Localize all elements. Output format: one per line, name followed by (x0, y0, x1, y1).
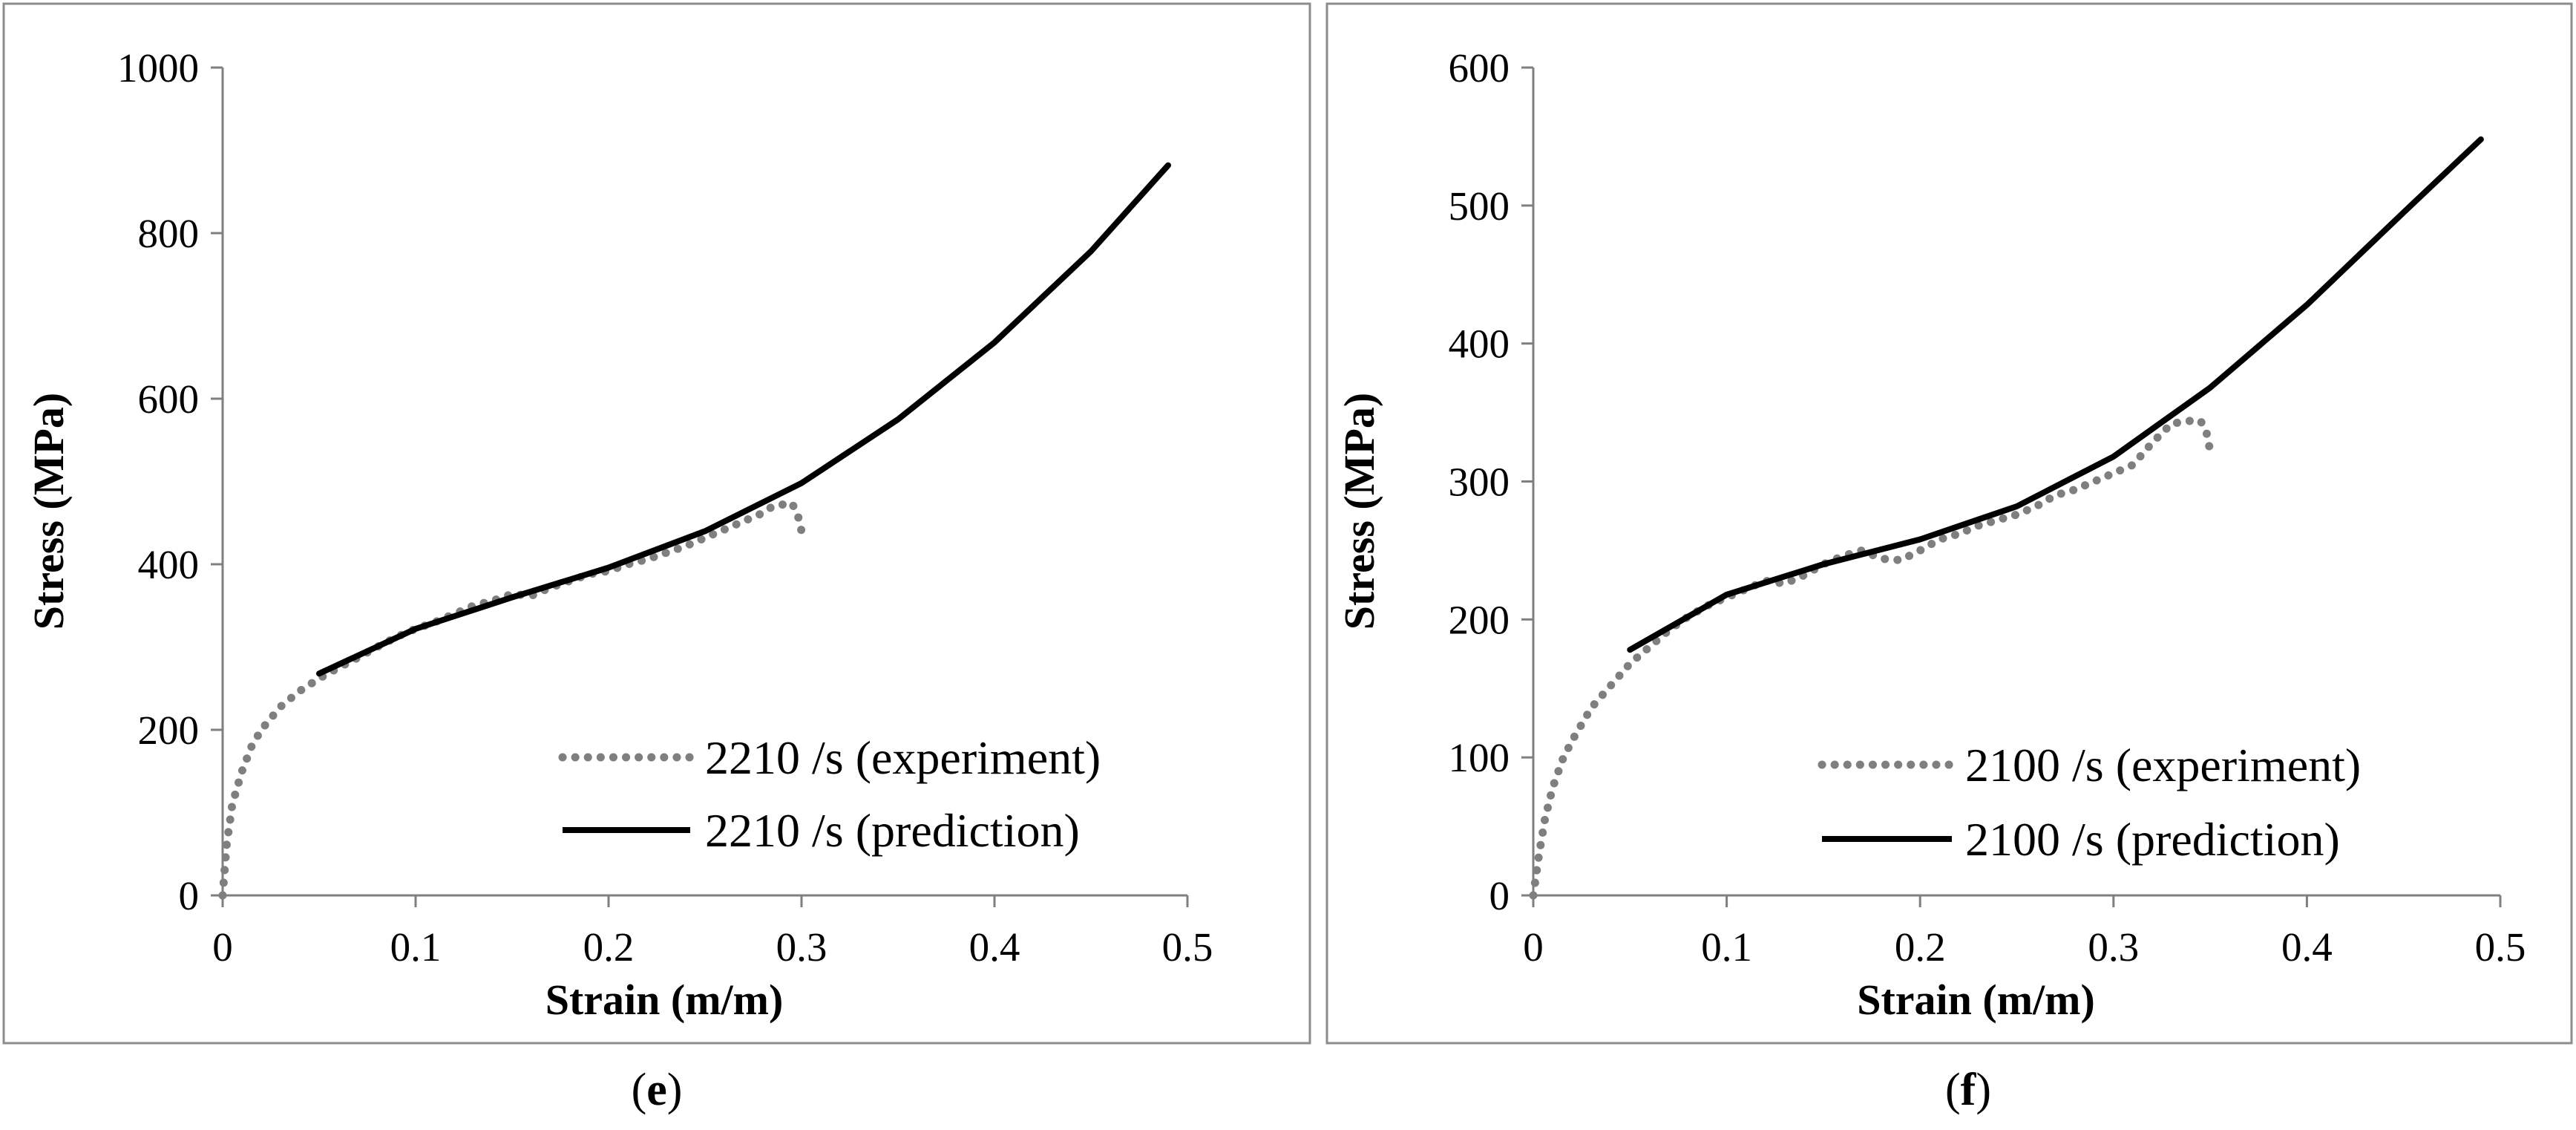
y-tick-label: 400 (1449, 321, 1510, 367)
panel-label-part: ( (632, 1065, 647, 1115)
x-tick-label: 0.4 (2281, 924, 2333, 970)
series-experiment-line (1529, 417, 2215, 900)
panel-label-part: e (646, 1065, 667, 1115)
y-tick-label: 600 (138, 376, 200, 422)
panel-label-part: f (1961, 1065, 1977, 1115)
x-tick-label: 0.5 (1162, 924, 1213, 970)
panel-frame (1325, 2, 2573, 1045)
x-tick-label: 0.1 (390, 924, 442, 970)
x-axis-title: Strain (m/m) (1857, 976, 2095, 1024)
panel-label-part: ( (1945, 1065, 1961, 1115)
y-tick-label: 1000 (117, 45, 199, 91)
x-tick-label: 0.2 (583, 924, 635, 970)
x-tick-label: 0.4 (969, 924, 1020, 970)
y-tick-label: 100 (1449, 735, 1510, 780)
x-tick-label: 0.3 (776, 924, 827, 970)
y-tick-label: 300 (1449, 460, 1510, 505)
series-prediction-line (316, 162, 1171, 677)
series-prediction-line (1627, 136, 2484, 653)
y-tick-label: 400 (138, 542, 200, 587)
x-tick-label: 0.1 (1701, 924, 1752, 970)
panel-label-part: ) (1976, 1065, 1991, 1115)
legend-label: 2210 /s (experiment) (705, 731, 1101, 784)
y-tick-label: 0 (179, 873, 200, 918)
series-experiment-line (218, 499, 806, 900)
y-tick-label: 800 (138, 211, 200, 256)
y-axis-title: Stress (MPa) (24, 393, 73, 630)
x-axis-title: Strain (m/m) (545, 976, 784, 1024)
chart-panel-e: 0 200 400 600 800 1000 0 0.1 0.2 0.3 0.4 0.5 Strain … (2, 2, 1311, 1115)
y-axis-title: Stress (MPa) (1335, 393, 1383, 630)
panel-label: (e) (632, 1065, 683, 1115)
legend-label: 2210 /s (prediction) (705, 804, 1080, 857)
y-tick-label: 200 (138, 708, 200, 753)
panel-frame (2, 2, 1311, 1045)
chart-panel-f: 0 100 200 300 400 500 600 0 0.1 0.2 0.3 0.4 0.5 Strai… (1325, 2, 2573, 1115)
y-tick-label: 600 (1449, 45, 1510, 91)
y-tick-label: 0 (1489, 873, 1510, 918)
y-tick-label: 200 (1449, 597, 1510, 642)
y-tick-label: 500 (1449, 183, 1510, 229)
x-tick-label: 0 (1523, 924, 1544, 970)
x-tick-label: 0.2 (1895, 924, 1946, 970)
panel-label-part: ) (667, 1065, 683, 1115)
legend-label: 2100 /s (prediction) (1965, 813, 2340, 866)
x-tick-label: 0.3 (2088, 924, 2139, 970)
panel-label: (f) (1945, 1065, 1991, 1115)
x-tick-label: 0 (212, 924, 233, 970)
x-tick-label: 0.5 (2475, 924, 2526, 970)
legend-label: 2100 /s (experiment) (1965, 739, 2361, 791)
